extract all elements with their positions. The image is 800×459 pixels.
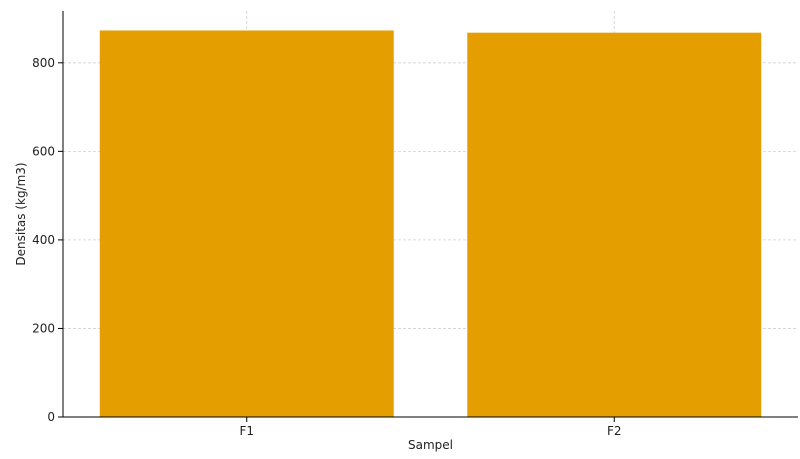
y-tick-label: 200 [32, 321, 55, 335]
y-axis-title: Densitas (kg/m3) [14, 162, 28, 265]
x-tick-label: F1 [239, 424, 254, 438]
y-tick-label: 800 [32, 56, 55, 70]
y-tick-label: 0 [47, 410, 55, 424]
bar-f2 [467, 32, 762, 418]
axes [62, 11, 798, 418]
x-ticks: F1 F2 [239, 417, 622, 438]
x-tick-label: F2 [607, 424, 622, 438]
y-ticks: 0 200 400 600 800 [32, 56, 63, 424]
y-tick-label: 600 [32, 144, 55, 158]
bars [99, 30, 762, 418]
x-axis-title: Sampel [408, 438, 453, 452]
y-tick-label: 400 [32, 233, 55, 247]
bar-f1 [99, 30, 394, 417]
